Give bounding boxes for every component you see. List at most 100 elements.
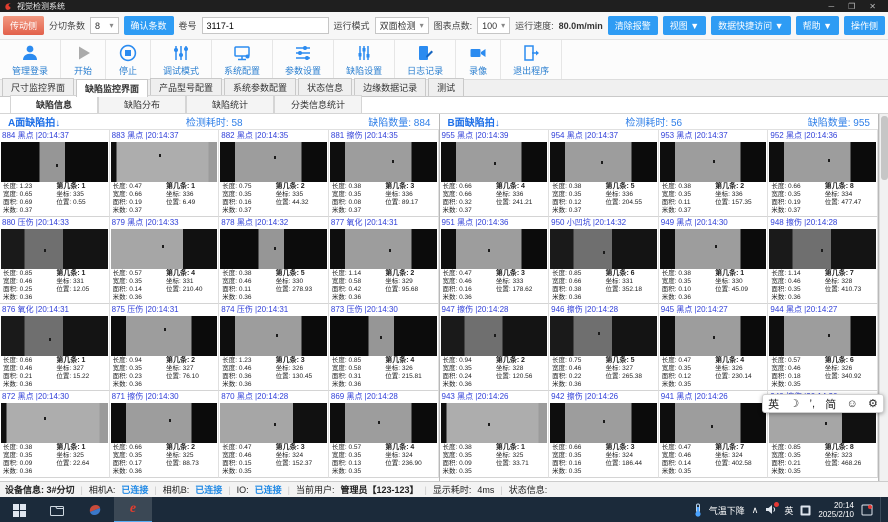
defect-cell[interactable]: 871 擦伤 |20:14:30 长度: 0.66 宽度: 0.35 面积: 0… (109, 391, 220, 478)
defect-cell[interactable]: 950 小凹坑 |20:14:32 长度: 0.85 宽度: 0.66 面积: … (549, 217, 659, 304)
ime-tray-icon[interactable] (800, 505, 811, 516)
defect-cell[interactable]: 883 黑点 |20:14:37 长度: 0.47 宽度: 0.66 面积: 0… (109, 130, 220, 217)
defect-cell[interactable]: 875 压伤 |20:14:31 长度: 0.94 宽度: 0.35 面积: 0… (109, 304, 220, 391)
system-tray: 气温下降 ∧ 英 20:14 2025/2/10 (694, 497, 888, 522)
defect-settings-button[interactable]: 缺陷设置 (334, 40, 396, 79)
ime-moon-icon[interactable]: ☽ (789, 398, 800, 410)
stop-button[interactable]: 停止 (106, 40, 152, 79)
defect-cell[interactable]: 873 压伤 |20:14:30 长度: 0.85 宽度: 0.58 面积: 0… (328, 304, 439, 391)
tab-test[interactable]: 测试 (428, 78, 465, 96)
subtab-defect-info[interactable]: 缺陷信息 (10, 95, 98, 113)
roll-number-input[interactable] (201, 17, 329, 34)
defect-cell[interactable]: 945 黑点 |20:14:27 长度: 0.47 宽度: 0.35 面积: 0… (658, 304, 769, 391)
sliders-vertical-icon (174, 45, 189, 60)
record-video-button[interactable]: 录像 (456, 40, 502, 79)
tab-product-model-config[interactable]: 产品型号配置 (150, 78, 223, 96)
defect-cell[interactable]: 869 黑点 |20:14:28 长度: 0.57 宽度: 0.35 面积: 0… (328, 391, 439, 478)
subtab-defect-distribution[interactable]: 缺陷分布 (98, 95, 186, 113)
defect-cell[interactable]: 953 黑点 |20:14:37 长度: 0.38 宽度: 0.35 面积: 0… (658, 130, 769, 217)
defect-cell-header: 882 黑点 |20:14:35 (221, 131, 289, 140)
defect-cell[interactable]: 874 压伤 |20:14:31 长度: 1.23 宽度: 0.46 面积: 0… (219, 304, 329, 391)
tab-edge-data-record[interactable]: 边缘数据记录 (354, 78, 427, 96)
defect-mark (391, 160, 394, 163)
clear-alarm-button[interactable]: 清除报警 (607, 16, 658, 35)
defect-cell[interactable]: 870 黑点 |20:14:28 长度: 0.47 宽度: 0.46 面积: 0… (219, 391, 329, 478)
defect-cell[interactable]: 942 擦伤 |20:14:26 长度: 0.66 宽度: 0.35 面积: 0… (549, 391, 659, 478)
tab-system-param-config[interactable]: 系统参数配置 (224, 78, 297, 96)
defect-cell[interactable]: 879 黑点 |20:14:33 长度: 0.57 宽度: 0.35 面积: 0… (109, 217, 220, 304)
weather-text[interactable]: 气温下降 (708, 505, 745, 516)
subtab-defect-statistics[interactable]: 缺陷统计 (186, 95, 274, 113)
defect-image (659, 142, 767, 182)
defect-cell[interactable]: 949 黑点 |20:14:30 长度: 0.38 宽度: 0.35 面积: 0… (658, 217, 769, 304)
defect-cell[interactable]: 954 黑点 |20:14:37 长度: 0.38 宽度: 0.35 面积: 0… (549, 130, 659, 217)
clock-time: 20:14 (833, 500, 854, 510)
chart-points-select[interactable]: 100 (477, 17, 511, 34)
ime-settings-icon[interactable]: ⚙ (867, 398, 878, 410)
help-menu-button[interactable]: 帮助 ▼ (795, 16, 839, 35)
parameter-settings-button[interactable]: 参数设置 (273, 40, 335, 79)
volume-icon[interactable] (765, 501, 780, 517)
defect-cell[interactable]: 880 压伤 |20:14:33 长度: 0.85 宽度: 0.46 面积: 0… (0, 217, 110, 304)
show-desktop-button[interactable] (880, 497, 884, 522)
taskbar-app-explorer[interactable] (38, 497, 76, 522)
defect-cell[interactable]: 872 黑点 |20:14:30 长度: 0.38 宽度: 0.35 面积: 0… (0, 391, 110, 478)
run-mode-select[interactable]: 双面检测 (374, 17, 429, 34)
vertical-scrollbar[interactable] (879, 114, 888, 481)
io-label: IO: (236, 484, 249, 495)
defect-cell[interactable]: 943 黑点 |20:14:26 长度: 0.38 宽度: 0.35 面积: 0… (439, 391, 550, 478)
defect-cell[interactable]: 948 擦伤 |20:14:28 长度: 1.14 宽度: 0.46 面积: 0… (768, 217, 878, 304)
split-count-select[interactable]: 8 (90, 17, 119, 34)
panel-a-elapsed: 检测耗时: 58 (185, 118, 243, 129)
system-config-button[interactable]: 系统配置 (212, 40, 274, 79)
language-indicator[interactable]: 英 (784, 505, 794, 516)
minimize-button[interactable]: ─ (828, 1, 835, 11)
data-shortcut-menu-button[interactable]: 数据快捷访问 ▼ (711, 16, 791, 35)
defect-cell[interactable]: 877 氧化 |20:14:31 长度: 1.14 宽度: 0.58 面积: 0… (328, 217, 439, 304)
tab-status-info[interactable]: 状态信息 (298, 78, 353, 96)
defect-cell[interactable]: 944 黑点 |20:14:27 长度: 0.57 宽度: 0.46 面积: 0… (768, 304, 878, 391)
ime-emoji-icon[interactable]: ☺ (846, 397, 858, 410)
panel-a-header: A面缺陷拍↓ 检测耗时: 58 缺陷数量: 884 (0, 114, 439, 130)
defect-info: 长度: 0.47 宽度: 0.46 面积: 0.14 米数: 0.35 第几条:… (661, 444, 752, 475)
ime-lang-simplified[interactable]: 简 (825, 398, 837, 411)
defect-cell[interactable]: 955 黑点 |20:14:39 长度: 0.66 宽度: 0.66 面积: 0… (439, 130, 550, 217)
log-record-button[interactable]: 日志记录 (395, 40, 457, 79)
exit-program-button[interactable]: 退出程序 (501, 40, 563, 79)
defect-cell[interactable]: 952 黑点 |20:14:36 长度: 0.66 宽度: 0.35 面积: 0… (768, 130, 878, 217)
action-center-icon[interactable] (861, 504, 873, 516)
confirm-split-button[interactable]: 确认条数 (123, 16, 174, 35)
defect-cell[interactable]: 884 黑点 |20:14:37 长度: 1.23 宽度: 0.65 面积: 0… (0, 130, 110, 217)
defect-cell[interactable]: 947 擦伤 |20:14:28 长度: 0.94 宽度: 0.35 面积: 0… (439, 304, 550, 391)
taskbar-app-media[interactable] (76, 497, 114, 522)
ime-lang-en[interactable]: 英 (768, 398, 780, 411)
tab-size-monitor[interactable]: 尺寸监控界面 (2, 78, 75, 96)
defect-cell[interactable]: 941 黑点 |20:14:26 长度: 0.47 宽度: 0.46 面积: 0… (658, 391, 769, 478)
close-button[interactable]: ✕ (869, 1, 876, 11)
defect-cell[interactable]: 876 氧化 |20:14:31 长度: 0.66 宽度: 0.46 面积: 0… (0, 304, 110, 391)
start-button[interactable] (0, 497, 38, 522)
defect-cell[interactable]: 881 擦伤 |20:14:35 长度: 0.38 宽度: 0.35 面积: 0… (328, 130, 439, 217)
operator-side-button[interactable]: 操作侧 (843, 16, 885, 35)
maximize-button[interactable]: ❐ (848, 1, 856, 11)
admin-login-button[interactable]: 管理登录 (0, 40, 62, 79)
defect-cell[interactable]: 946 擦伤 |20:14:28 长度: 0.75 宽度: 0.46 面积: 0… (549, 304, 659, 391)
view-menu-button[interactable]: 视图 ▼ (662, 16, 707, 35)
start-button[interactable]: 开始 (61, 40, 107, 79)
clock[interactable]: 20:14 2025/2/10 (818, 501, 854, 520)
status-message-label: 状态信息: (508, 485, 548, 495)
defect-cell-header: 880 压伤 |20:14:33 (2, 218, 70, 227)
ime-punctuation[interactable]: ’, (809, 397, 816, 410)
defect-cell[interactable]: 882 黑点 |20:14:35 长度: 0.75 宽度: 0.35 面积: 0… (219, 130, 329, 217)
defect-cell[interactable]: 878 黑点 |20:14:32 长度: 0.38 宽度: 0.46 面积: 0… (219, 217, 329, 304)
subtab-class-info-statistics[interactable]: 分类信息统计 (274, 95, 362, 113)
scrollbar-thumb[interactable] (881, 116, 888, 180)
defect-cell[interactable]: 951 黑点 |20:14:36 长度: 0.47 宽度: 0.46 面积: 0… (439, 217, 550, 304)
taskbar-app-active-inspection[interactable]: e (114, 497, 152, 522)
thermometer-icon (695, 503, 701, 517)
tray-chevron-icon[interactable]: ∧ (751, 504, 759, 515)
panel-b-title: B面缺陷拍↓ (447, 118, 500, 129)
debug-mode-button[interactable]: 调试模式 (151, 40, 213, 79)
tab-defect-monitor[interactable]: 缺陷监控界面 (76, 79, 149, 97)
drive-side-button[interactable]: 传动侧 (3, 16, 45, 35)
